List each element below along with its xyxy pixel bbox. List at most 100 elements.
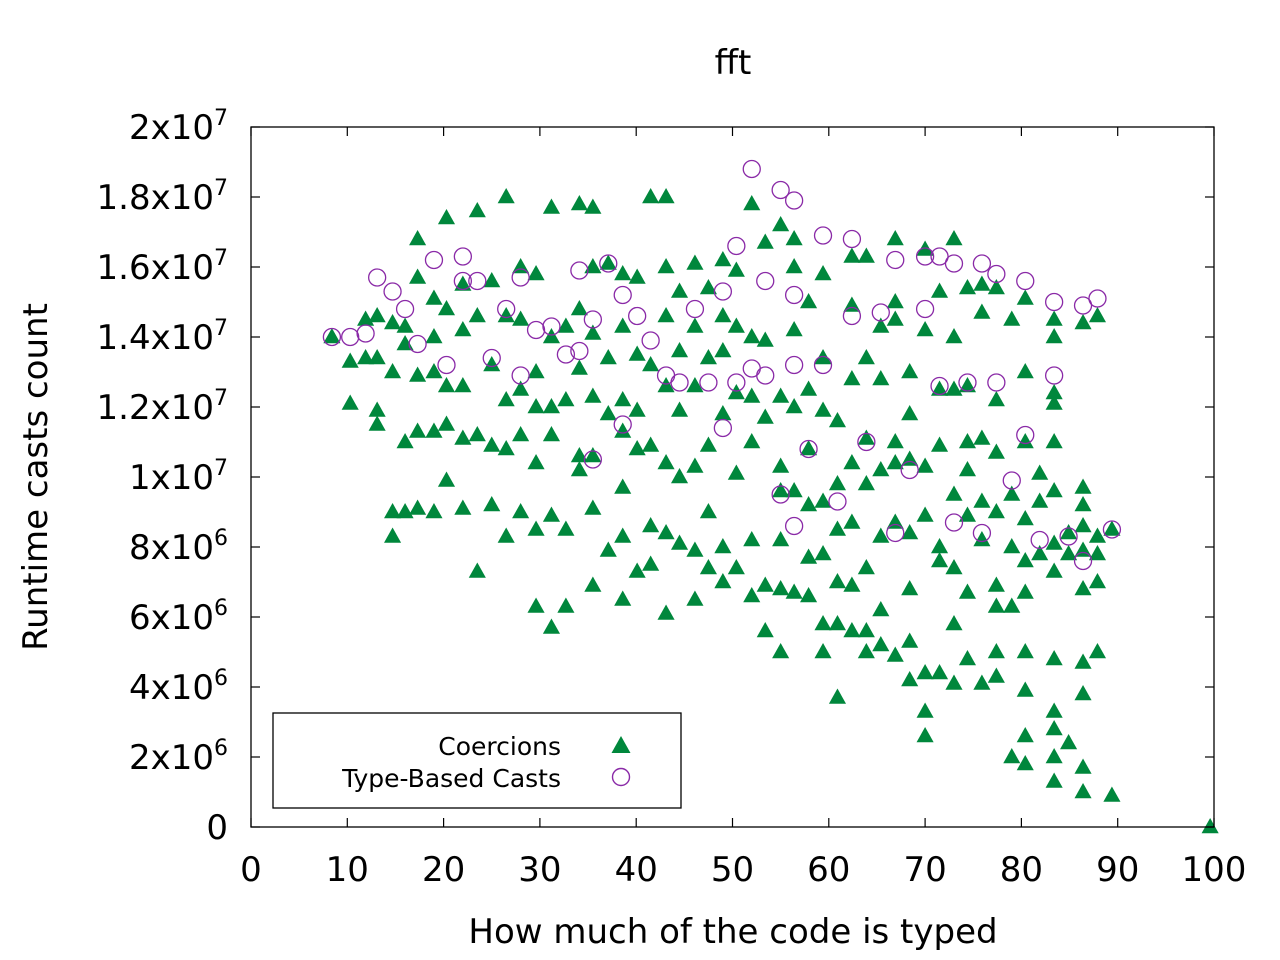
x-tick-label: 40 — [615, 850, 658, 890]
coercions-point — [542, 198, 561, 214]
coercions-point — [987, 667, 1005, 683]
coercions-point — [425, 289, 443, 305]
coercions-point — [409, 268, 427, 284]
coercions-point — [916, 664, 934, 680]
coercions-point — [396, 317, 414, 333]
coercions-point — [987, 643, 1005, 659]
coercions-point — [930, 664, 949, 680]
coercions-point — [772, 531, 790, 547]
coercions-point — [714, 573, 732, 589]
coercions-point — [800, 587, 818, 603]
coercions-point — [699, 559, 717, 575]
coercions-point — [727, 559, 745, 575]
coercions-point — [857, 622, 875, 638]
coercions-point — [1031, 545, 1049, 561]
coercions-point — [1074, 478, 1092, 494]
type-based-casts-point — [511, 268, 530, 287]
coercions-point — [657, 454, 675, 470]
type-based-casts-point — [699, 373, 718, 392]
coercions-point — [584, 258, 602, 274]
coercions-point — [1045, 650, 1063, 666]
coercions-point — [437, 415, 456, 431]
coercions-point — [886, 310, 904, 326]
coercions-point — [1201, 818, 1219, 834]
coercions-point — [483, 356, 501, 372]
type-based-casts-point — [322, 327, 342, 347]
coercions-point — [930, 380, 949, 396]
coercions-point — [570, 300, 588, 316]
coercions-point — [857, 643, 875, 659]
coercions-point — [670, 342, 689, 358]
coercions-point — [1103, 786, 1121, 802]
coercions-point — [686, 590, 704, 606]
coercions-point — [454, 499, 472, 515]
coercions-point — [973, 674, 991, 690]
coercions-point — [843, 513, 861, 529]
type-based-casts-point — [1088, 289, 1107, 308]
coercions-point — [396, 335, 414, 351]
type-based-casts-point — [583, 450, 603, 469]
type-based-casts-point — [356, 324, 375, 343]
coercions-point — [872, 317, 890, 333]
type-based-casts-point — [482, 348, 501, 368]
type-based-casts-point — [570, 341, 589, 361]
coercions-point — [772, 387, 790, 403]
coercions-point — [1045, 748, 1063, 764]
coercions-point — [886, 230, 904, 246]
coercions-point — [323, 328, 341, 344]
coercions-point — [785, 482, 803, 498]
coercions-point — [901, 671, 919, 687]
coercions-point — [756, 331, 774, 347]
coercions-point — [396, 433, 414, 449]
coercions-point — [743, 587, 761, 603]
coercions-point — [916, 457, 934, 473]
coercions-point — [843, 576, 861, 592]
coercions-point — [756, 622, 774, 638]
coercions-point — [1074, 653, 1092, 669]
coercions-point — [699, 503, 717, 519]
coercions-point — [657, 258, 675, 274]
coercions-point — [497, 391, 515, 407]
coercions-point — [628, 345, 646, 361]
coercions-point — [384, 314, 402, 330]
coercions-point — [800, 293, 818, 309]
x-tick-label: 50 — [711, 850, 754, 890]
type-based-casts-point — [727, 373, 746, 392]
coercions-point — [384, 527, 402, 543]
legend-label-type-based-casts: Type-Based Casts — [341, 764, 561, 793]
coercions-point — [727, 261, 745, 277]
type-based-casts-point — [1073, 551, 1093, 571]
coercions-point — [800, 380, 818, 396]
coercions-point — [368, 401, 386, 417]
coercions-point — [570, 447, 588, 463]
coercions-point — [872, 601, 890, 617]
coercions-point — [1016, 583, 1034, 599]
coercions-point — [1045, 482, 1063, 498]
coercions-point — [901, 632, 919, 648]
coercions-point — [699, 436, 717, 452]
coercions-point — [642, 188, 660, 204]
coercions-point — [930, 282, 949, 298]
coercions-point — [916, 702, 934, 718]
x-axis-title: How much of the code is typed — [468, 912, 997, 952]
type-based-casts-point — [1002, 471, 1021, 490]
coercions-point — [828, 615, 847, 631]
axis-ticks — [250, 126, 1215, 828]
coercions-point — [437, 471, 456, 487]
coercions-point — [987, 279, 1005, 295]
type-based-casts-point — [958, 373, 977, 392]
coercions-point — [772, 482, 790, 498]
coercions-point — [584, 576, 602, 592]
coercions-point — [657, 524, 675, 540]
type-based-casts-point — [742, 359, 761, 378]
coercions-point — [670, 468, 689, 484]
coercions-point — [727, 317, 745, 333]
type-based-casts-point — [784, 516, 804, 536]
coercions-point — [958, 461, 977, 477]
coercions-point — [628, 401, 646, 417]
type-based-casts-point — [368, 268, 387, 287]
type-based-casts-point — [641, 331, 660, 350]
coercions-point — [814, 643, 832, 659]
coercions-point — [828, 520, 847, 536]
coercions-point — [584, 198, 602, 214]
